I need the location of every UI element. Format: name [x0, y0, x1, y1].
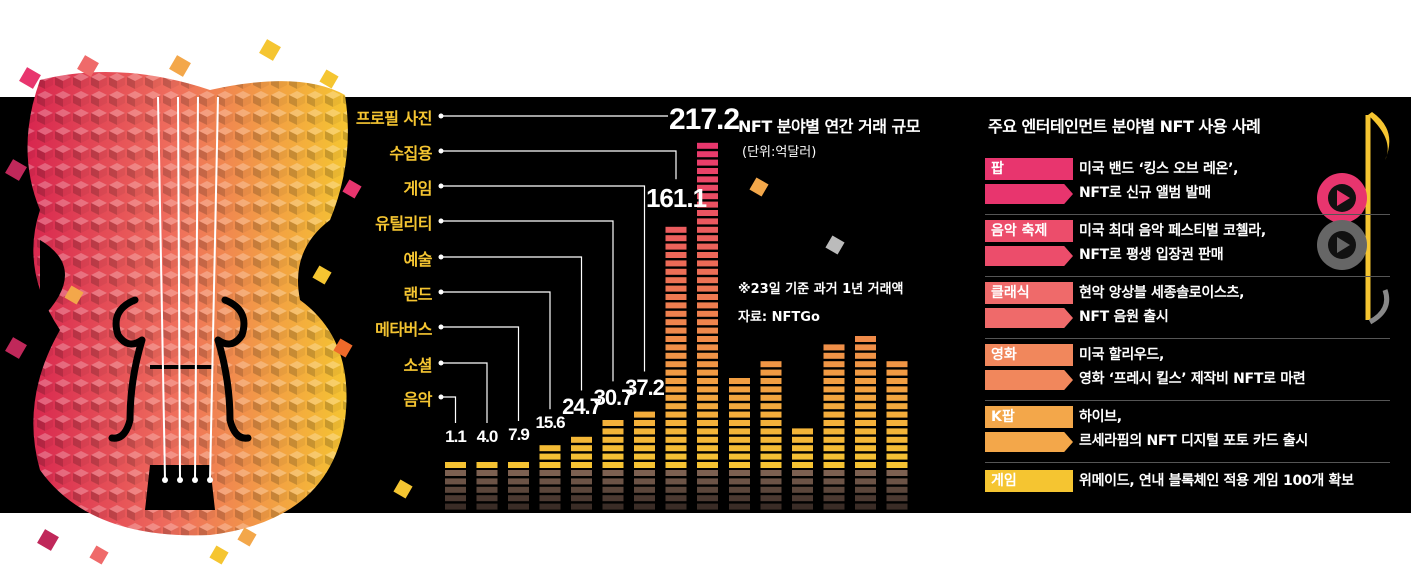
- category-label-6: 게임: [403, 179, 433, 198]
- case-separator-2: [985, 338, 1390, 339]
- case-text-1-line1: 미국 최대 음악 페스티벌 코첼라,: [1079, 223, 1266, 239]
- value-label-7: 161.1: [645, 183, 707, 214]
- chart-source: 자료: NFTGo: [738, 310, 820, 325]
- case-label-5: 게임: [985, 470, 1073, 492]
- decorative-bar-0: [729, 378, 750, 510]
- value-label-5: 30.7: [593, 385, 634, 411]
- decorative-bar-3: [823, 344, 845, 510]
- case-text-4-line2: 르세라핌의 NFT 디지털 포토 카드 출시: [1079, 433, 1308, 449]
- case-arrow-0: [985, 184, 1073, 204]
- case-text-3-line1: 미국 할리우드,: [1079, 347, 1165, 363]
- case-text-2-line2: NFT 음원 출시: [1079, 309, 1169, 325]
- case-separator-0: [985, 214, 1390, 215]
- value-label-4: 24.7: [562, 394, 602, 420]
- leader-line-3: [441, 291, 551, 410]
- leader-lines: [438, 113, 677, 423]
- value-label-3: 15.6: [535, 413, 565, 433]
- case-label-2: 클래식: [985, 282, 1073, 304]
- chart-note: ※23일 기준 과거 1년 거래액: [738, 282, 904, 297]
- category-label-3: 랜드: [403, 285, 433, 304]
- leader-dot-0: [438, 394, 444, 400]
- category-label-5: 유틸리티: [375, 214, 432, 233]
- decorative-bar-5: [886, 361, 908, 510]
- case-label-1: 음악 축제: [985, 220, 1073, 242]
- leader-dot-8: [438, 113, 444, 119]
- leader-line-7: [441, 150, 677, 180]
- case-text-0-line2: NFT로 신규 앨범 발매: [1079, 185, 1211, 201]
- category-label-7: 수집용: [389, 144, 432, 163]
- decorative-bars: [729, 336, 908, 510]
- cases-title: 주요 엔터테인먼트 분야별 NFT 사용 사례: [988, 117, 1261, 136]
- decorative-cubes: [5, 39, 845, 565]
- bar-2: [508, 462, 529, 510]
- case-text-1-line2: NFT로 평생 입장권 판매: [1079, 247, 1224, 263]
- violin-illustration: [27, 72, 348, 536]
- case-separator-3: [985, 400, 1390, 401]
- decorative-bar-2: [792, 428, 813, 510]
- bar-4: [571, 436, 592, 510]
- leader-dot-3: [438, 289, 444, 295]
- music-note-icon: [1365, 112, 1390, 325]
- case-text-5-line1: 위메이드, 연내 블록체인 적용 게임 100개 확보: [1079, 473, 1354, 489]
- leader-dot-6: [438, 183, 444, 189]
- leader-line-0: [441, 396, 457, 423]
- value-label-2: 7.9: [508, 424, 530, 444]
- bar-0: [445, 462, 466, 510]
- case-label-0: 팝: [985, 158, 1073, 180]
- value-label-6: 37.2: [625, 375, 665, 401]
- leader-dot-7: [438, 148, 444, 154]
- play-button-gray-icon: [1317, 220, 1367, 270]
- value-label-0: 1.1: [445, 427, 467, 446]
- case-arrow-4: [985, 432, 1073, 452]
- category-label-8: 프로필 사진: [355, 109, 433, 128]
- category-label-1: 소셜: [403, 356, 433, 375]
- leader-dot-4: [438, 254, 444, 260]
- leader-dot-5: [438, 218, 444, 224]
- category-label-2: 메타버스: [375, 320, 432, 339]
- value-label-1: 4.0: [476, 427, 499, 446]
- leader-line-4: [441, 256, 583, 391]
- case-separator-4: [985, 462, 1390, 463]
- chart-title: NFT 분야별 연간 거래 규모: [738, 117, 921, 136]
- decorative-bar-4: [855, 336, 876, 510]
- case-text-4-line1: 하이브,: [1079, 409, 1122, 425]
- bars-group: [445, 142, 718, 510]
- case-arrow-3: [985, 370, 1073, 390]
- bar-1: [476, 462, 498, 510]
- value-label-8: 217.2: [668, 103, 740, 136]
- case-arrow-1: [985, 246, 1073, 266]
- case-label-4: K팝: [985, 406, 1073, 428]
- bar-3: [539, 445, 561, 510]
- bar-5: [602, 420, 624, 510]
- bar-6: [634, 411, 655, 510]
- leader-dot-2: [438, 324, 444, 330]
- case-arrow-2: [985, 308, 1073, 328]
- leader-line-5: [441, 220, 614, 382]
- case-text-3-line2: 영화 ‘프레시 킬스’ 제작비 NFT로 마련: [1079, 371, 1306, 387]
- leader-line-6: [441, 185, 646, 372]
- leader-dot-1: [438, 360, 444, 366]
- leader-line-1: [441, 362, 488, 423]
- bar-8: [697, 142, 718, 510]
- bar-7: [665, 226, 687, 510]
- category-label-0: 음악: [403, 390, 433, 409]
- case-text-2-line1: 현악 앙상블 세종솔로이스츠,: [1079, 285, 1245, 301]
- category-label-4: 예술: [403, 250, 433, 269]
- chart-unit: (단위:억달러): [742, 145, 817, 160]
- case-label-3: 영화: [985, 344, 1073, 366]
- leader-line-2: [441, 326, 520, 421]
- case-text-0-line1: 미국 밴드 ‘킹스 오브 레온’,: [1079, 161, 1239, 177]
- case-separator-1: [985, 276, 1390, 277]
- play-button-icon: [1317, 173, 1367, 223]
- decorative-bar-1: [760, 361, 782, 510]
